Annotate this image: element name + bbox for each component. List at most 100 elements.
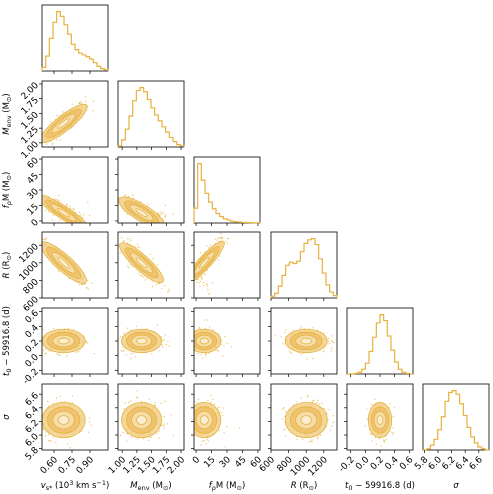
sample-point — [42, 427, 44, 429]
sample-point — [158, 350, 160, 352]
sample-point — [120, 349, 123, 352]
sample-point — [370, 432, 372, 434]
sample-point — [206, 439, 208, 441]
sample-point — [207, 289, 209, 291]
sample-point — [208, 352, 210, 355]
sample-point — [383, 441, 385, 443]
sample-point — [284, 332, 286, 334]
sample-point — [366, 408, 368, 411]
sample-point — [204, 273, 207, 276]
hist-step-M_env — [117, 87, 185, 147]
sample-point — [201, 278, 204, 280]
sample-point — [125, 440, 128, 442]
sample-point — [88, 417, 90, 419]
sample-point — [165, 343, 168, 346]
sample-point — [168, 290, 170, 292]
sample-point — [48, 210, 50, 212]
density-contour — [136, 337, 147, 345]
x-axis-label-sigma: σ — [453, 481, 459, 491]
sample-point — [164, 214, 167, 216]
sample-point — [319, 434, 321, 437]
x-axis-label-t0: t0​ − 59916.8 (d) — [345, 481, 415, 492]
x-tick-label-sigma: 6.6 — [468, 455, 485, 472]
sample-point — [163, 339, 165, 341]
axis-labels: vs*​ (103​ km s−1​) Menv​ (M⊙​) fρ​M (M⊙​)… — [2, 93, 459, 492]
sample-point — [230, 346, 233, 348]
sample-point — [86, 279, 89, 281]
sample-point — [129, 264, 132, 266]
y-tick-label-f_rho_M: 0 — [30, 218, 41, 229]
sample-point — [202, 281, 205, 284]
sample-point — [198, 282, 200, 284]
panel-t0-vs-v_s_star — [41, 307, 109, 375]
sample-point — [218, 429, 220, 432]
histogram-M_env — [117, 80, 185, 148]
sample-point — [45, 237, 48, 239]
sample-point — [86, 287, 88, 289]
sample-point — [129, 238, 131, 240]
sample-point — [127, 238, 129, 240]
sample-point — [322, 351, 324, 353]
panel-frame — [41, 80, 109, 148]
sample-point — [172, 213, 174, 215]
sample-point — [219, 237, 222, 240]
sample-point — [116, 203, 117, 204]
sample-point — [78, 102, 81, 104]
sample-point — [206, 319, 209, 321]
sample-point — [198, 327, 200, 330]
panel-frame — [41, 231, 109, 299]
y-tick-label-sigma: 6.0 — [24, 432, 41, 449]
sample-point — [136, 390, 139, 392]
sample-point — [371, 440, 373, 442]
sample-point — [204, 352, 207, 355]
sample-point — [77, 350, 80, 352]
sample-point — [168, 288, 170, 290]
sample-point — [126, 327, 129, 329]
x-tick-label-M_env: 2.00 — [166, 455, 187, 476]
panel-R-vs-M_env — [114, 231, 185, 299]
sample-point — [123, 407, 125, 410]
density-contour — [136, 415, 147, 425]
histogram-v_s_star — [41, 4, 109, 72]
sample-point — [152, 280, 154, 283]
y-axis-label-R: R (R⊙​) — [2, 252, 13, 279]
sample-point — [196, 281, 198, 284]
sample-point — [40, 198, 41, 199]
sample-point — [284, 410, 287, 413]
sample-point — [133, 352, 135, 354]
sample-point — [393, 407, 396, 409]
sample-point — [114, 242, 115, 243]
sample-point — [116, 338, 117, 339]
sample-point — [306, 396, 308, 398]
sample-point — [78, 211, 81, 213]
sample-point — [164, 204, 167, 206]
sample-point — [151, 285, 154, 288]
sample-point — [92, 110, 94, 112]
sample-point — [132, 197, 135, 199]
sample-point — [225, 240, 227, 243]
sample-point — [163, 415, 166, 418]
sample-point — [124, 194, 127, 196]
density-contour — [300, 337, 312, 345]
sample-point — [309, 440, 312, 443]
sample-point — [201, 357, 204, 360]
sample-point — [154, 404, 156, 406]
sample-point — [157, 282, 159, 285]
sample-point — [57, 354, 59, 356]
sample-point — [136, 438, 139, 440]
sample-point — [71, 103, 74, 106]
y-tick-label-R: 1200 — [18, 242, 41, 265]
sample-point — [60, 201, 62, 203]
sample-point — [291, 352, 293, 355]
sample-point — [57, 270, 60, 273]
sample-point — [296, 438, 298, 440]
sample-point — [42, 428, 45, 431]
x-tick-label-v_s_star: 0.90 — [75, 455, 96, 476]
sample-point — [203, 439, 205, 442]
panel-R-vs-f_rho_M — [193, 231, 261, 299]
sample-point — [139, 274, 142, 276]
sample-point — [284, 329, 287, 331]
y-tick-label-t0: -0.2 — [21, 367, 40, 386]
sample-point — [220, 232, 222, 235]
sample-point — [200, 444, 202, 446]
